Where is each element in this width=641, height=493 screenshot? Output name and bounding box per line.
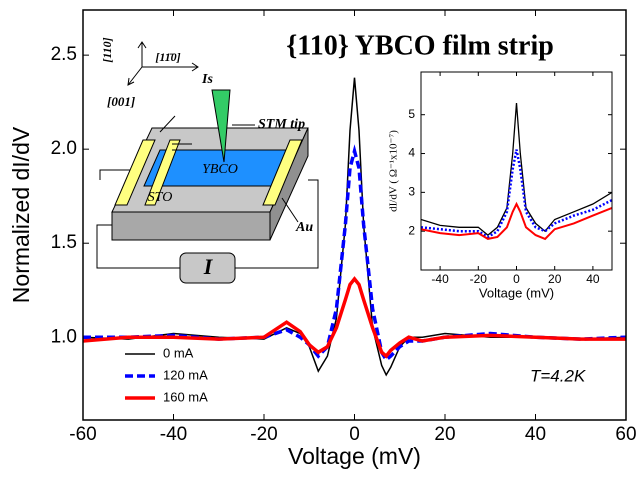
y-tick-label: 1.5 (51, 232, 77, 253)
y-tick-label: 1.0 (51, 326, 77, 347)
x-tick-label: -40 (431, 272, 449, 286)
label: I (203, 254, 214, 279)
axis-label: [001] (107, 94, 135, 109)
y-tick-label: 2 (408, 223, 415, 237)
arrow (127, 66, 143, 86)
annotation: T=4.2K (530, 366, 586, 385)
arrow (191, 62, 199, 72)
plot-frame (420, 71, 613, 271)
series-line (421, 103, 612, 236)
chart-title: {110} YBCO film strip (286, 30, 554, 61)
series-line (83, 276, 626, 359)
y-tick-label: 4 (408, 146, 415, 160)
arrow (127, 77, 135, 86)
legend-label: 0 mA (163, 345, 194, 360)
y-axis-label: dI/dV ( Ω⁻¹x10⁻⁷) (388, 130, 400, 212)
x-axis-label: Voltage (mV) (479, 285, 554, 300)
x-axis-label: Voltage (mV) (288, 443, 421, 469)
label: STO (148, 190, 173, 205)
x-tick-label: -20 (470, 272, 488, 286)
series-line (421, 149, 612, 239)
y-tick-label: 5 (408, 107, 415, 121)
label: YBCO (202, 162, 238, 177)
legend-label: 160 mA (163, 389, 208, 404)
x-tick-label: -20 (250, 424, 277, 445)
axis-label: Is (201, 72, 213, 87)
x-tick-label: -60 (69, 424, 96, 445)
stm-tip (211, 89, 231, 163)
arrow (137, 41, 147, 49)
y-axis-label: Normalized dI/dV (8, 126, 34, 303)
x-tick-label: 40 (586, 272, 600, 286)
x-tick-label: 20 (434, 424, 455, 445)
label: Au (295, 220, 313, 235)
substrate-front (111, 211, 271, 241)
y-tick-label: 2.5 (51, 44, 77, 65)
inset-background (421, 72, 612, 270)
x-tick-label: 0 (349, 424, 360, 445)
au-pad (262, 139, 303, 206)
legend-label: 120 mA (163, 367, 208, 382)
current-source (179, 252, 236, 284)
leader (281, 197, 299, 223)
wire (235, 179, 319, 269)
x-tick-label: 40 (525, 424, 546, 445)
x-tick-label: 20 (548, 272, 562, 286)
y-tick-label: 3 (408, 185, 415, 199)
au-pad (144, 139, 181, 206)
y-tick-label: 2.0 (51, 138, 77, 159)
x-tick-label: -40 (160, 424, 187, 445)
axis-label: [110] (100, 37, 114, 62)
series-line (421, 201, 612, 241)
plot-frame (82, 9, 627, 421)
x-tick-label: 0 (513, 272, 520, 286)
label: STM tip (258, 117, 305, 132)
au-pad (114, 139, 156, 206)
wire (96, 224, 180, 269)
schematic (96, 41, 319, 284)
wire (159, 115, 176, 133)
x-tick-label: 60 (615, 424, 636, 445)
axis-label: [11̄0] (155, 50, 180, 64)
